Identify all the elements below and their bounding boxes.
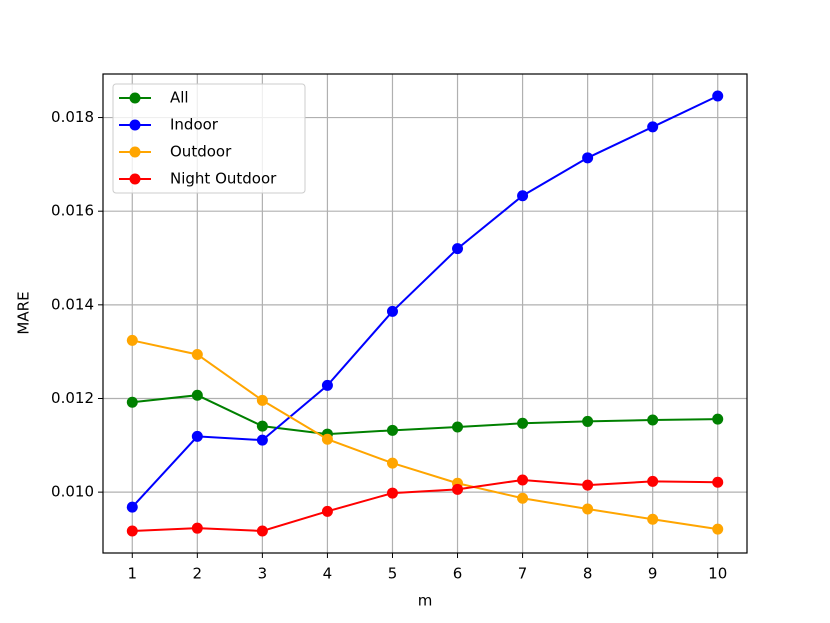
series-line	[132, 339, 718, 531]
x-tick-label: 9	[648, 565, 658, 583]
x-tick-label: 8	[583, 565, 593, 583]
x-axis-label: m	[418, 592, 433, 610]
point	[452, 421, 464, 433]
point	[582, 503, 594, 515]
series-line	[132, 394, 718, 436]
x-tick-label: 6	[453, 565, 463, 583]
point	[191, 430, 203, 442]
point	[582, 415, 594, 427]
point	[321, 379, 333, 391]
legend-marker	[129, 119, 141, 131]
series-line	[131, 95, 719, 508]
point	[386, 457, 398, 469]
y-tick-label: 0.012	[51, 389, 94, 407]
point	[386, 487, 398, 499]
point	[452, 243, 464, 255]
legend-marker	[129, 146, 141, 158]
series-line	[132, 478, 718, 532]
point	[712, 90, 724, 102]
point	[582, 479, 594, 491]
legend-box	[112, 83, 306, 194]
legend-label: Night Outdoor	[170, 170, 277, 188]
point	[256, 525, 268, 537]
x-tick-label: 5	[388, 565, 398, 583]
point	[386, 305, 398, 317]
point	[126, 525, 138, 537]
point	[256, 394, 268, 406]
point	[191, 348, 203, 360]
y-tick-label: 0.018	[51, 108, 94, 126]
point	[386, 424, 398, 436]
point	[126, 334, 138, 346]
legend-label: All	[170, 89, 189, 107]
point	[452, 483, 464, 495]
x-tick-label: 3	[258, 565, 268, 583]
point	[647, 414, 659, 426]
legend-label: Outdoor	[170, 143, 232, 161]
point	[256, 434, 268, 446]
point	[647, 475, 659, 487]
point	[191, 389, 203, 401]
point	[126, 501, 138, 513]
x-tick-label: 10	[708, 565, 727, 583]
point	[712, 476, 724, 488]
point	[517, 417, 529, 429]
point	[647, 121, 659, 133]
y-tick-label: 0.010	[51, 483, 94, 501]
point	[321, 505, 333, 517]
point	[256, 420, 268, 432]
point	[517, 492, 529, 504]
point	[712, 413, 724, 425]
legend-marker	[129, 173, 141, 185]
point	[321, 433, 333, 445]
point	[582, 152, 594, 164]
axes-frame	[102, 73, 748, 554]
point	[126, 396, 138, 408]
point	[191, 522, 203, 534]
x-tick-label: 1	[127, 565, 137, 583]
point	[517, 190, 529, 202]
x-tick-label: 2	[193, 565, 203, 583]
point	[517, 474, 529, 486]
legend-marker	[129, 92, 141, 104]
y-tick-label: 0.014	[51, 295, 94, 313]
y-axis-label: MARE	[15, 291, 33, 334]
point	[712, 523, 724, 535]
legend-label: Indoor	[170, 116, 219, 134]
y-tick-label: 0.016	[51, 202, 94, 220]
x-tick-label: 4	[323, 565, 333, 583]
x-tick-label: 7	[518, 565, 528, 583]
point	[647, 513, 659, 525]
